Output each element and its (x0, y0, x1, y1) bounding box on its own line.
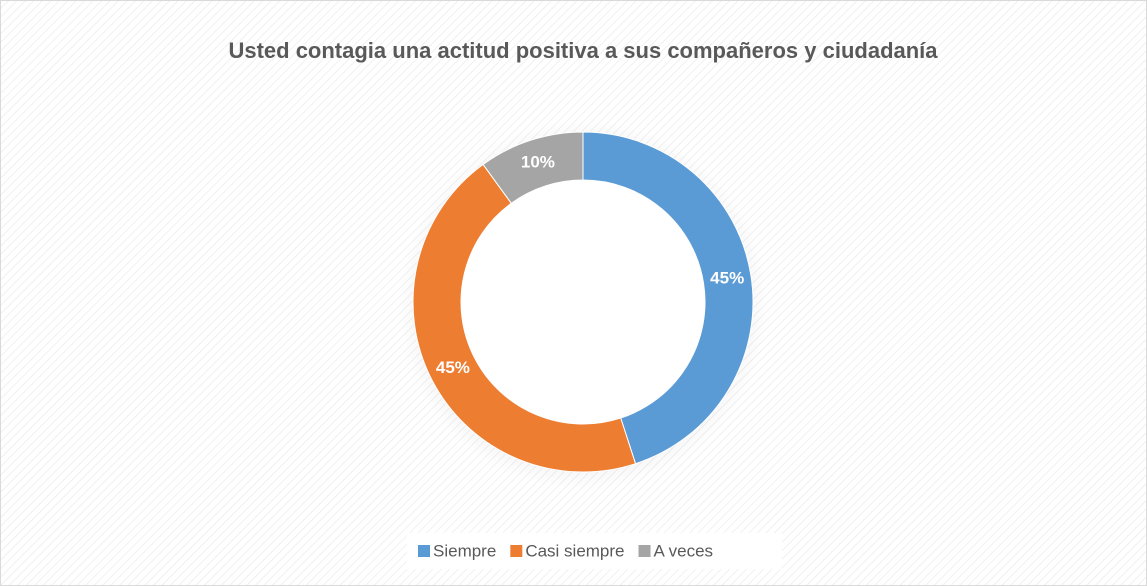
legend-label: Casi siempre (525, 541, 624, 560)
data-label: 45% (710, 269, 744, 288)
chart-title: Usted contagia una actitud positiva a su… (228, 38, 938, 63)
legend-swatch (418, 545, 430, 557)
legend-box (407, 533, 782, 569)
legend-swatch (638, 545, 651, 557)
donut-segment (412, 163, 637, 473)
data-label: 10% (521, 153, 555, 172)
donut-hole (461, 180, 705, 424)
legend-swatch (510, 545, 523, 557)
donut-segment (582, 131, 754, 465)
donut-segment (482, 131, 584, 204)
legend-label: A veces (654, 541, 714, 560)
legend-label: Siempre (433, 541, 496, 560)
data-label: 45% (436, 358, 470, 377)
